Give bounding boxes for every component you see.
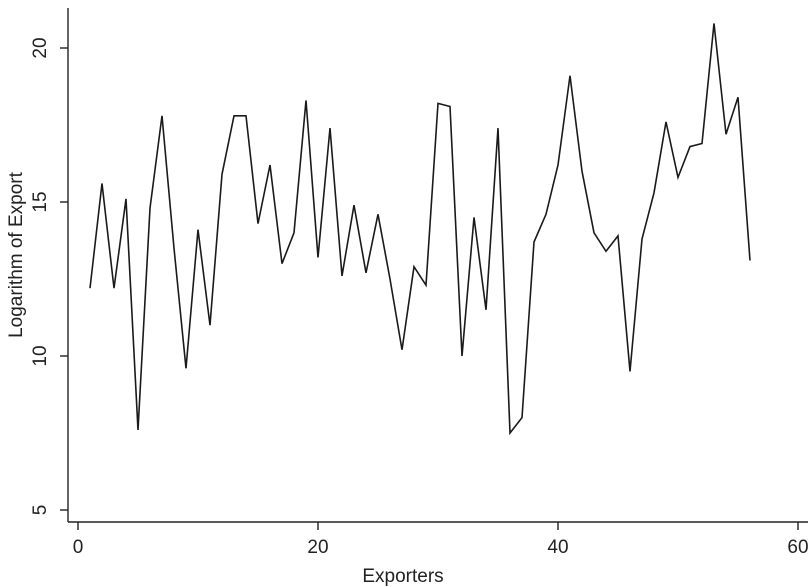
y-axis-title: Logarithm of Export bbox=[6, 171, 27, 338]
y-tick-label: 15 bbox=[30, 191, 51, 212]
x-axis-title: Exporters bbox=[362, 566, 443, 587]
axes bbox=[67, 8, 808, 523]
x-tick-label: 0 bbox=[73, 537, 84, 558]
x-tick-label: 60 bbox=[787, 537, 808, 558]
y-ticks: 5 10 15 20 bbox=[30, 37, 68, 515]
x-tick-label: 20 bbox=[307, 537, 328, 558]
x-ticks: 0 20 40 60 bbox=[73, 522, 809, 558]
y-tick-label: 10 bbox=[30, 345, 51, 366]
data-points bbox=[89, 22, 751, 434]
y-tick-label: 5 bbox=[30, 505, 51, 516]
x-tick-label: 40 bbox=[547, 537, 568, 558]
series-line bbox=[89, 23, 751, 436]
y-tick-label: 20 bbox=[30, 37, 51, 58]
